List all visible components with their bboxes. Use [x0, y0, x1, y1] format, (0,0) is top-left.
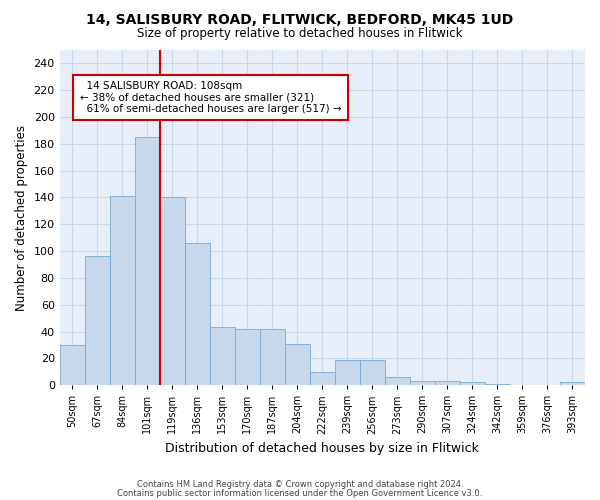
Bar	[210, 328, 235, 385]
Bar	[335, 360, 360, 385]
X-axis label: Distribution of detached houses by size in Flitwick: Distribution of detached houses by size …	[166, 442, 479, 455]
Bar	[160, 198, 185, 385]
Text: 14 SALISBURY ROAD: 108sqm
← 38% of detached houses are smaller (321)
  61% of se: 14 SALISBURY ROAD: 108sqm ← 38% of detac…	[80, 81, 341, 114]
Bar	[85, 256, 110, 385]
Bar	[110, 196, 135, 385]
Text: Contains public sector information licensed under the Open Government Licence v3: Contains public sector information licen…	[118, 489, 482, 498]
Bar	[410, 381, 435, 385]
Bar	[135, 137, 160, 385]
Bar	[310, 372, 335, 385]
Bar	[235, 329, 260, 385]
Bar	[59, 345, 85, 385]
Bar	[435, 381, 460, 385]
Y-axis label: Number of detached properties: Number of detached properties	[15, 124, 28, 310]
Bar	[460, 382, 485, 385]
Bar	[360, 360, 385, 385]
Text: Contains HM Land Registry data © Crown copyright and database right 2024.: Contains HM Land Registry data © Crown c…	[137, 480, 463, 489]
Text: 14, SALISBURY ROAD, FLITWICK, BEDFORD, MK45 1UD: 14, SALISBURY ROAD, FLITWICK, BEDFORD, M…	[86, 12, 514, 26]
Bar	[560, 382, 585, 385]
Bar	[285, 344, 310, 385]
Bar	[485, 384, 510, 385]
Text: Size of property relative to detached houses in Flitwick: Size of property relative to detached ho…	[137, 28, 463, 40]
Bar	[185, 243, 210, 385]
Bar	[260, 329, 285, 385]
Bar	[385, 377, 410, 385]
